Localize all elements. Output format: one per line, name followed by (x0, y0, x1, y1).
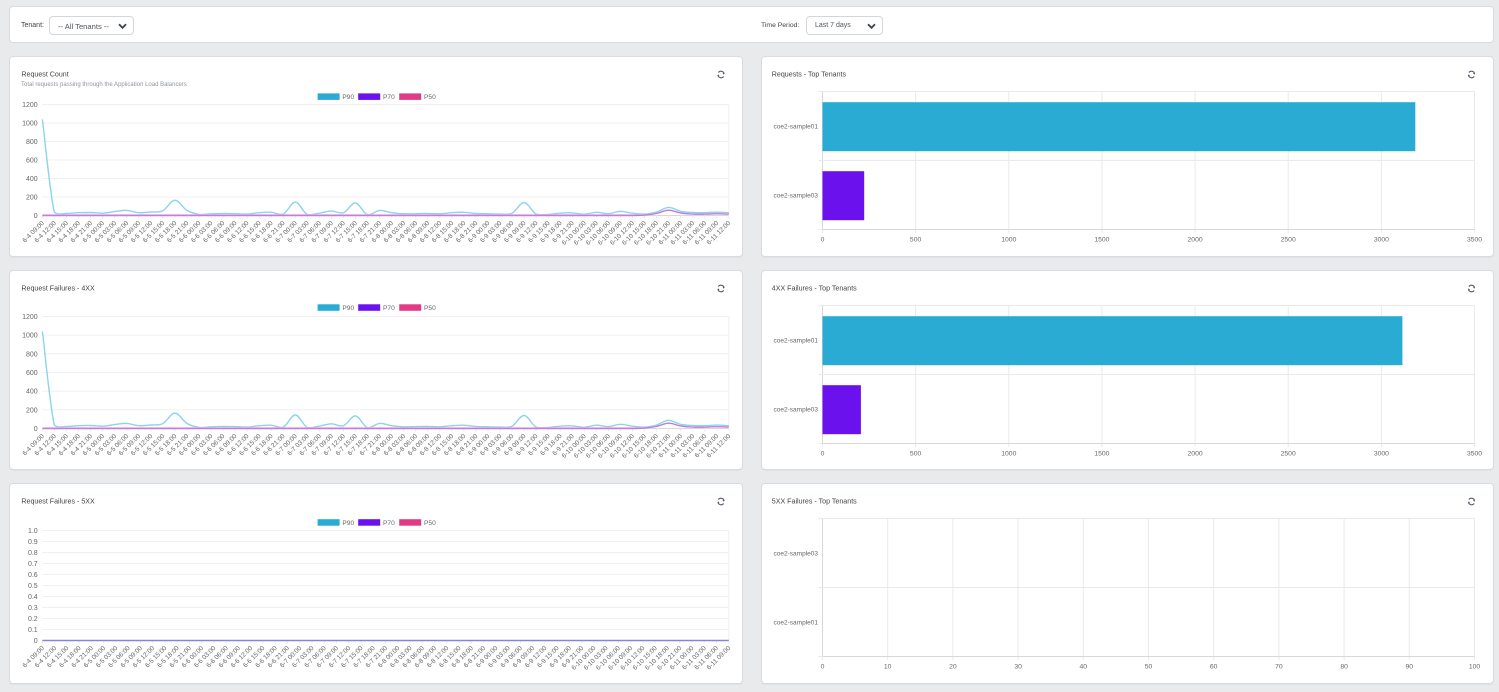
svg-text:coe2-sample01: coe2-sample01 (774, 124, 819, 131)
svg-text:1500: 1500 (1094, 451, 1109, 458)
svg-text:0.8: 0.8 (28, 550, 38, 557)
svg-text:600: 600 (26, 158, 38, 165)
svg-text:200: 200 (26, 195, 38, 202)
svg-text:400: 400 (26, 176, 38, 183)
svg-text:coe2-sample01: coe2-sample01 (774, 338, 819, 345)
svg-text:2500: 2500 (1281, 451, 1296, 458)
svg-text:1200: 1200 (22, 314, 38, 321)
svg-text:0.6: 0.6 (28, 572, 38, 579)
svg-text:0: 0 (34, 213, 38, 220)
svg-text:30: 30 (1014, 664, 1022, 671)
svg-text:0: 0 (34, 426, 38, 433)
svg-text:0.2: 0.2 (28, 616, 38, 623)
svg-text:60: 60 (1210, 664, 1218, 671)
svg-text:600: 600 (26, 370, 38, 377)
svg-text:10: 10 (884, 664, 892, 671)
svg-text:coe2-sample03: coe2-sample03 (774, 193, 819, 200)
svg-text:P90: P90 (342, 305, 354, 312)
svg-text:Request Failures - 5XX: Request Failures - 5XX (21, 498, 95, 506)
svg-text:P50: P50 (424, 305, 436, 312)
svg-text:90: 90 (1406, 664, 1414, 671)
svg-text:3500: 3500 (1467, 237, 1482, 244)
svg-text:coe2-sample03: coe2-sample03 (774, 407, 819, 414)
svg-text:80: 80 (1340, 664, 1348, 671)
svg-text:1000: 1000 (1001, 451, 1016, 458)
svg-text:400: 400 (26, 389, 38, 396)
svg-text:coe2-sample01: coe2-sample01 (774, 620, 819, 627)
svg-text:Total requests passing through: Total requests passing through the Appli… (21, 82, 187, 88)
svg-text:0: 0 (34, 638, 38, 645)
svg-text:P70: P70 (383, 94, 395, 101)
svg-text:P50: P50 (424, 520, 436, 527)
svg-text:0.9: 0.9 (28, 539, 38, 546)
svg-text:500: 500 (910, 237, 922, 244)
svg-text:50: 50 (1145, 664, 1153, 671)
svg-text:0.1: 0.1 (28, 627, 38, 634)
svg-text:3500: 3500 (1467, 451, 1482, 458)
svg-text:1.0: 1.0 (28, 528, 38, 535)
svg-text:0.7: 0.7 (28, 561, 38, 568)
svg-text:0.5: 0.5 (28, 583, 38, 590)
svg-text:0: 0 (821, 664, 825, 671)
svg-text:3000: 3000 (1374, 451, 1389, 458)
svg-text:1000: 1000 (1001, 237, 1016, 244)
svg-text:20: 20 (949, 664, 957, 671)
svg-text:0: 0 (821, 451, 825, 458)
svg-text:4XX Failures - Top Tenants: 4XX Failures - Top Tenants (772, 285, 857, 293)
svg-text:P90: P90 (342, 520, 354, 527)
svg-text:100: 100 (1469, 664, 1481, 671)
svg-text:1200: 1200 (22, 102, 38, 109)
svg-text:70: 70 (1275, 664, 1283, 671)
svg-text:P70: P70 (383, 305, 395, 312)
svg-text:5XX Failures - Top Tenants: 5XX Failures - Top Tenants (772, 498, 857, 506)
svg-text:200: 200 (26, 407, 38, 414)
svg-text:40: 40 (1080, 664, 1088, 671)
svg-text:2000: 2000 (1188, 451, 1203, 458)
svg-text:2000: 2000 (1188, 237, 1203, 244)
svg-text:Request Failures - 4XX: Request Failures - 4XX (21, 285, 95, 293)
svg-text:1000: 1000 (22, 333, 38, 340)
svg-text:P50: P50 (424, 94, 436, 101)
svg-text:800: 800 (26, 351, 38, 358)
svg-text:0.4: 0.4 (28, 594, 38, 601)
svg-text:P90: P90 (342, 94, 354, 101)
svg-text:coe2-sample03: coe2-sample03 (774, 551, 819, 558)
svg-text:P70: P70 (383, 520, 395, 527)
svg-text:0.3: 0.3 (28, 605, 38, 612)
svg-text:0: 0 (821, 237, 825, 244)
svg-text:500: 500 (910, 451, 922, 458)
svg-text:Request Count: Request Count (21, 71, 68, 79)
svg-text:1500: 1500 (1094, 237, 1109, 244)
svg-text:800: 800 (26, 139, 38, 146)
svg-text:3000: 3000 (1374, 237, 1389, 244)
svg-text:1000: 1000 (22, 121, 38, 128)
svg-text:Requests - Top Tenants: Requests - Top Tenants (772, 71, 847, 79)
svg-text:2500: 2500 (1281, 237, 1296, 244)
